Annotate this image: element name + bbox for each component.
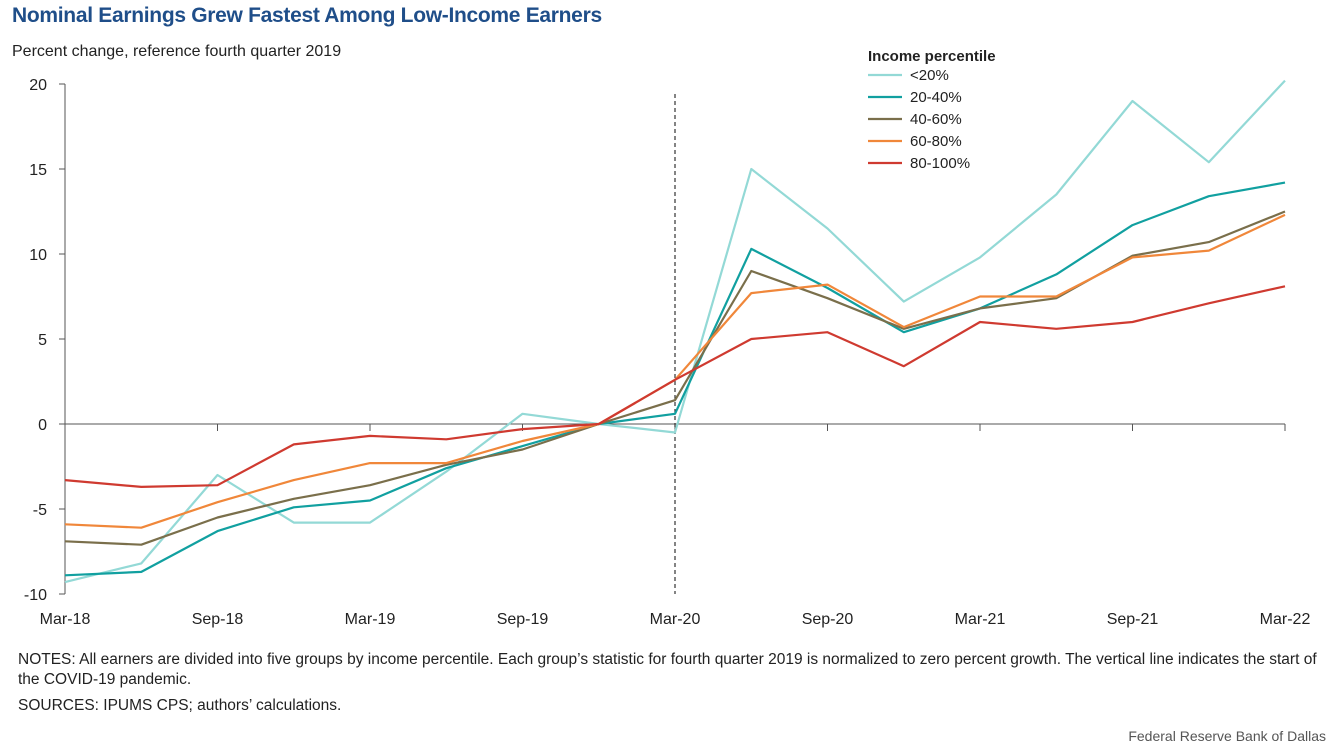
chart-title: Nominal Earnings Grew Fastest Among Low-… [12, 4, 602, 27]
y-tick-label: 0 [38, 417, 47, 434]
y-tick-label: -5 [33, 502, 47, 519]
y-tick-label: 5 [38, 332, 47, 349]
notes-text: NOTES: All earners are divided into five… [18, 651, 1317, 688]
x-tick-label: Mar-22 [1260, 611, 1311, 628]
y-tick-label: 15 [29, 162, 47, 179]
x-tick-label: Mar-18 [40, 611, 91, 628]
y-axis: -10 -5 0 5 10 15 20 [24, 77, 66, 604]
legend: Income percentile <20% 20-40% 40-60% 60-80% 8… [868, 48, 996, 172]
legend-label: 40-60% [910, 111, 962, 128]
footer-credit: Federal Reserve Bank of Dallas [1128, 728, 1326, 744]
legend-label: 20-40% [910, 89, 962, 106]
legend-label: 60-80% [910, 133, 962, 150]
series-lines [64, 79, 1286, 584]
y-tick-label: 10 [29, 247, 47, 264]
legend-title: Income percentile [868, 48, 996, 65]
legend-label: <20% [910, 67, 949, 84]
x-tick-label: Mar-20 [650, 611, 701, 628]
x-tick-label: Mar-19 [345, 611, 396, 628]
series-line-20-40 [64, 181, 1286, 577]
x-tick-label: Mar-21 [955, 611, 1006, 628]
x-tick-label: Sep-20 [802, 611, 854, 628]
x-tick-label: Sep-21 [1107, 611, 1159, 628]
x-axis: Mar-18 Sep-18 Mar-19 Sep-19 Mar-20 Sep-20 Mar-… [40, 423, 1311, 628]
series-line-20 [64, 79, 1286, 584]
y-tick-label: -10 [24, 587, 47, 604]
x-tick-label: Sep-19 [497, 611, 549, 628]
sources-text: SOURCES: IPUMS CPS; authors’ calculation… [18, 697, 342, 714]
y-tick-label: 20 [29, 77, 47, 94]
series-line-80-100 [64, 285, 1286, 488]
y-axis-label: Percent change, reference fourth quarter… [12, 43, 342, 60]
x-tick-label: Sep-18 [192, 611, 244, 628]
legend-label: 80-100% [910, 155, 970, 172]
